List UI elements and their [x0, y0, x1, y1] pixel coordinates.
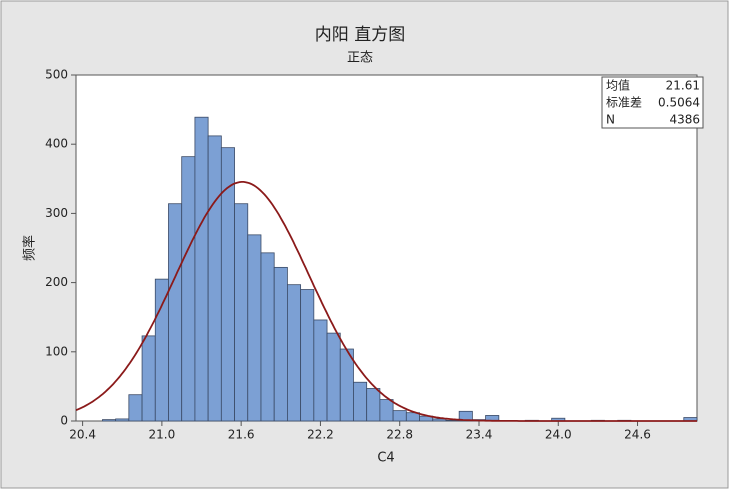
- bar: [273, 266, 288, 422]
- bar: [181, 156, 196, 422]
- stats-value: 0.5064: [658, 96, 700, 110]
- y-tick-label: 0: [60, 414, 68, 428]
- x-tick-label: 21.0: [149, 428, 176, 442]
- bar: [339, 348, 354, 422]
- bar: [247, 234, 262, 422]
- x-tick-label: 22.8: [386, 428, 413, 442]
- bar: [366, 388, 381, 422]
- bar: [128, 394, 143, 422]
- bar: [379, 399, 394, 422]
- chart-title: 内阳 直方图: [315, 25, 405, 45]
- chart-subtitle: 正态: [347, 51, 373, 66]
- bar: [300, 289, 315, 422]
- x-axis-label: C4: [377, 451, 394, 466]
- x-tick-label: 23.4: [466, 428, 493, 442]
- y-tick-label: 400: [45, 137, 68, 151]
- bar: [353, 381, 368, 422]
- x-tick-label: 22.2: [307, 428, 334, 442]
- x-tick-label: 24.0: [545, 428, 572, 442]
- bar: [326, 332, 341, 422]
- bar: [115, 418, 130, 422]
- bar: [194, 116, 209, 422]
- bar: [287, 284, 302, 422]
- stats-label: 均值: [606, 78, 630, 93]
- normal-curve: [75, 181, 697, 422]
- bar: [168, 203, 183, 422]
- bar: [154, 278, 169, 422]
- bar: [234, 203, 249, 422]
- bar: [102, 419, 117, 422]
- stats-value: 21.61: [666, 79, 700, 93]
- bar: [313, 319, 328, 422]
- bar: [260, 252, 275, 422]
- x-tick-label: 20.4: [69, 428, 96, 442]
- x-tick-label: 24.6: [624, 428, 651, 442]
- bar: [220, 147, 235, 422]
- bar: [207, 135, 222, 422]
- y-tick-label: 500: [45, 68, 68, 82]
- bar: [392, 410, 407, 422]
- y-tick-label: 200: [45, 275, 68, 289]
- bar: [141, 335, 156, 422]
- y-axis-label: 频率: [22, 235, 38, 261]
- stats-label: 标准差: [606, 96, 642, 110]
- stats-label: N: [606, 113, 615, 127]
- x-tick-label: 21.6: [228, 428, 255, 442]
- y-tick-label: 300: [45, 206, 68, 220]
- stats-value: 4386: [669, 113, 700, 127]
- y-tick-label: 100: [45, 344, 68, 358]
- stats-box: [601, 76, 704, 129]
